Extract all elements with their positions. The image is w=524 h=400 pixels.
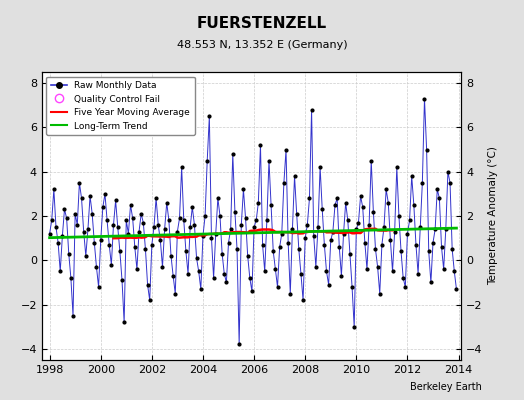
Text: Berkeley Earth: Berkeley Earth (410, 382, 482, 392)
Text: FUERSTENZELL: FUERSTENZELL (197, 16, 327, 31)
Y-axis label: Temperature Anomaly (°C): Temperature Anomaly (°C) (488, 146, 498, 286)
Legend: Raw Monthly Data, Quality Control Fail, Five Year Moving Average, Long-Term Tren: Raw Monthly Data, Quality Control Fail, … (47, 76, 195, 135)
Text: 48.553 N, 13.352 E (Germany): 48.553 N, 13.352 E (Germany) (177, 40, 347, 50)
